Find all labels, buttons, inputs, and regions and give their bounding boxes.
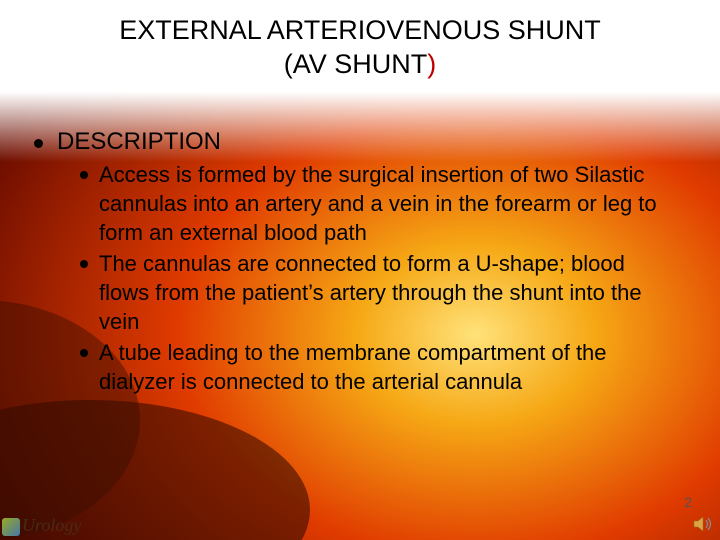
page-number: 2 <box>684 494 692 510</box>
bullet-dot-icon <box>34 139 43 148</box>
speaker-icon <box>692 514 714 534</box>
list-item: The cannulas are connected to form a U-s… <box>80 249 680 336</box>
slide-title: EXTERNAL ARTERIOVENOUS SHUNT (AV SHUNT) <box>0 0 720 82</box>
slide-body: DESCRIPTION Access is formed by the surg… <box>34 128 680 398</box>
list-item: Access is formed by the surgical inserti… <box>80 160 680 247</box>
title-line2-paren: ) <box>427 49 436 79</box>
list-item-text: The cannulas are connected to form a U-s… <box>99 249 680 336</box>
logo-text: Urology <box>22 515 81 536</box>
list-item-text: A tube leading to the membrane compartme… <box>99 338 680 396</box>
bullet-level1: DESCRIPTION <box>34 128 680 156</box>
bullet-dot-icon <box>80 349 88 357</box>
body-heading: DESCRIPTION <box>57 128 221 156</box>
bullet-dot-icon <box>80 260 88 268</box>
list-item-text: Access is formed by the surgical inserti… <box>99 160 680 247</box>
list-item: A tube leading to the membrane compartme… <box>80 338 680 396</box>
title-line1: EXTERNAL ARTERIOVENOUS SHUNT <box>119 15 601 45</box>
sublist: Access is formed by the surgical inserti… <box>80 160 680 396</box>
title-line2-prefix: (AV SHUNT <box>284 49 428 79</box>
bullet-dot-icon <box>80 171 88 179</box>
logo-mark-icon <box>2 518 20 536</box>
urology-logo: Urology <box>2 515 81 536</box>
